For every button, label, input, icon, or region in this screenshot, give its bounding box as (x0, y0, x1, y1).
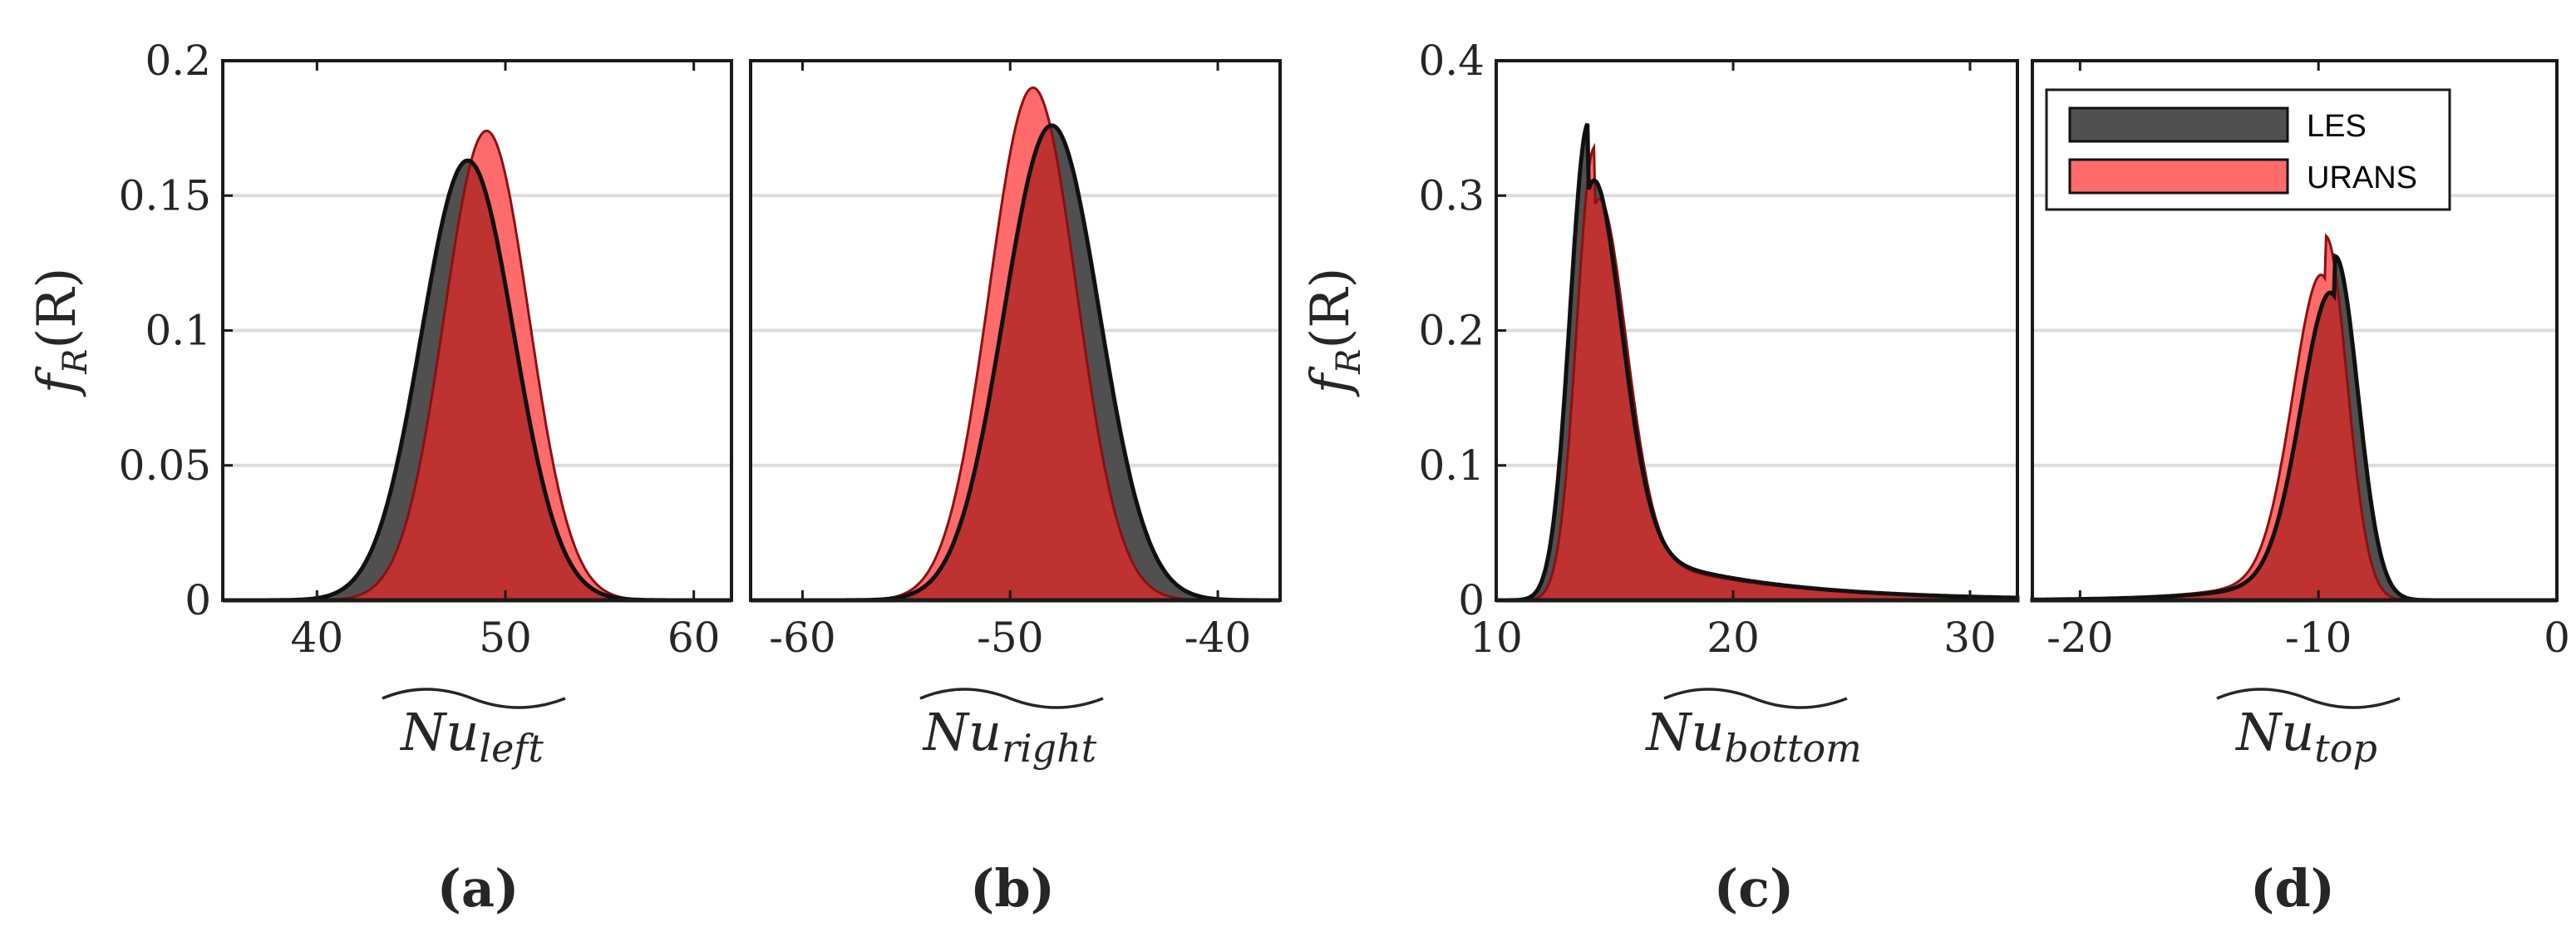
legend-label-les: LES (2307, 109, 2367, 144)
y-tick-label: 0 (185, 576, 211, 624)
y-tick-label: 0.2 (1418, 307, 1485, 355)
legend: LES URANS (2045, 88, 2451, 211)
panel-d: -20 -10 0 Nutop (d) LES URANS (2030, 59, 2570, 919)
x-tick-label: -40 (1185, 614, 1252, 662)
panel-a: 40 50 60 0 0.05 0.1 0.15 0.2 Nuleft fR(R) (a) (27, 37, 733, 919)
panel-label: (a) (437, 858, 520, 919)
series-overlap-area (223, 162, 731, 600)
panel-label: (c) (1714, 858, 1794, 919)
panel-c: 10 20 30 0 0.1 0.2 0.3 0.4 Nubottom fR(R) (c) (1300, 37, 2020, 919)
y-tick-label: 0.2 (145, 37, 211, 85)
y-tick-label: 0.15 (119, 171, 211, 219)
x-label-tilde (1663, 688, 1848, 709)
x-tick-label: -20 (2047, 614, 2114, 662)
y-tick-label: 0.1 (145, 307, 211, 355)
legend-swatch-urans (2068, 158, 2289, 195)
y-tick-label: 0.4 (1418, 37, 1485, 85)
y-axis-label: fR(R) (1300, 268, 1368, 397)
x-axis-label: Nubottom (1644, 702, 1862, 771)
x-tick-label: 20 (1707, 614, 1760, 662)
x-label-tilde (919, 688, 1104, 709)
panel-label: (d) (2250, 858, 2335, 919)
x-tick-label: 10 (1470, 614, 1523, 662)
x-tick-label: -60 (769, 614, 836, 662)
legend-label-urans: URANS (2307, 160, 2417, 195)
x-label-tilde (382, 688, 566, 709)
axes-frame (749, 59, 1282, 602)
y-tick-label: 0 (1458, 576, 1485, 624)
series-les-line (1496, 122, 2020, 603)
x-tick-label: 40 (291, 614, 344, 662)
series-overlap-area (2032, 271, 2557, 600)
panel-b: -60 -50 -40 Nuright (b) (749, 59, 1282, 919)
series-overlap-area (751, 126, 1280, 601)
x-tick-label: 0 (2544, 614, 2570, 662)
x-tick-label: 60 (667, 614, 721, 662)
legend-swatch-les (2068, 106, 2289, 143)
y-tick-label: 0.05 (119, 441, 211, 490)
x-tick-label: -50 (977, 614, 1044, 662)
series-overlap-area (1496, 180, 2017, 600)
series-urans-area (2032, 236, 2557, 600)
x-tick-label: 30 (1943, 614, 1997, 662)
x-tick-label: -10 (2285, 614, 2352, 662)
panel-label: (b) (970, 858, 1055, 919)
x-axis-label: Nutop (2234, 702, 2377, 771)
axes-frame (2031, 59, 2559, 602)
y-tick-label: 0.1 (1418, 441, 1485, 490)
x-axis-label: Nuright (922, 702, 1097, 771)
y-axis-label: fR(R) (27, 268, 95, 397)
x-label-tilde (2216, 688, 2401, 709)
x-axis-label: Nuleft (399, 702, 544, 771)
x-tick-label: 50 (479, 614, 532, 662)
y-tick-label: 0.3 (1418, 171, 1485, 219)
